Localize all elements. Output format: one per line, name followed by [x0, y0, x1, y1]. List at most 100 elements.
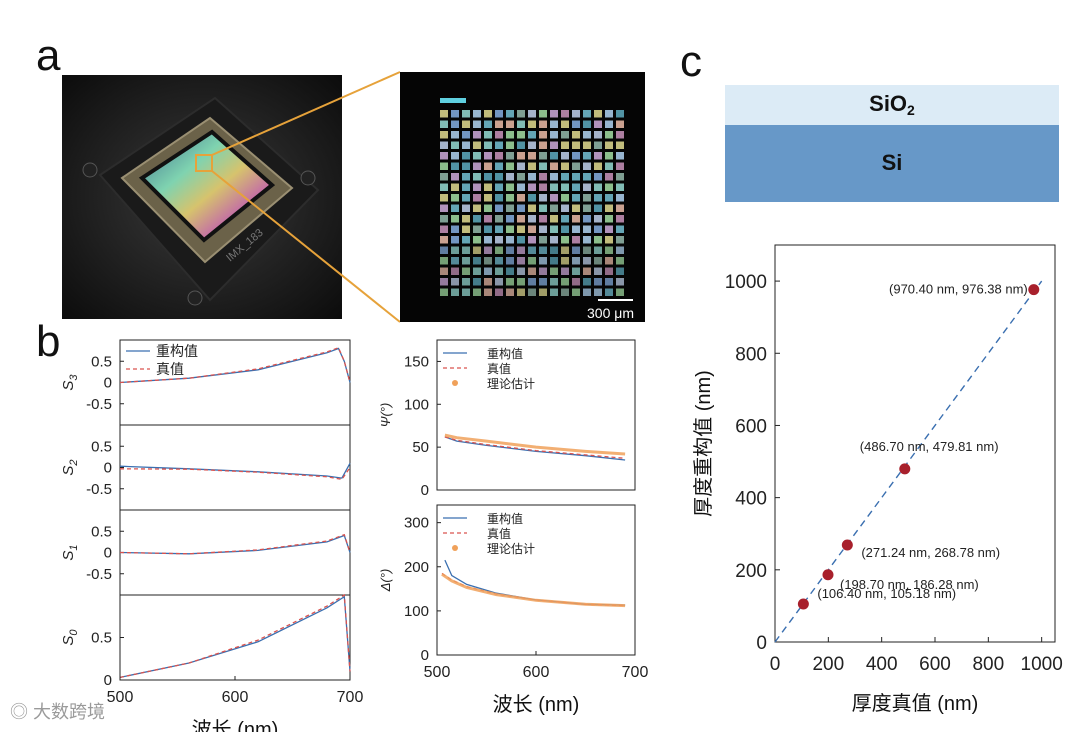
legend-label: 理论估计	[487, 377, 535, 391]
filter-tile	[550, 225, 558, 233]
y-axis-label: 厚度重构值 (nm)	[692, 370, 715, 517]
filter-tile	[506, 194, 514, 202]
filter-tile	[506, 162, 514, 170]
y-tick-label: 0.5	[91, 438, 112, 455]
filter-tile	[528, 110, 536, 118]
filter-tile	[528, 141, 536, 149]
filter-tile	[506, 278, 514, 286]
y-tick-label: -0.5	[86, 481, 112, 498]
screw-hole	[300, 170, 316, 186]
filter-tile	[605, 257, 613, 265]
filter-tile	[517, 141, 525, 149]
subplot-frame	[436, 339, 636, 491]
y-axis-label: S3	[60, 374, 80, 391]
filter-tile	[495, 183, 503, 191]
filter-mosaic	[440, 110, 624, 296]
filter-tile	[506, 257, 514, 265]
x-tick-label: 800	[972, 654, 1004, 675]
legend-label: 重构值	[487, 346, 523, 361]
legend-label: 真值	[156, 361, 184, 377]
y-tick-label: 1000	[725, 272, 767, 293]
filter-tile	[550, 257, 558, 265]
filter-tile	[517, 131, 525, 139]
x-axis-label: 厚度真值 (nm)	[852, 692, 979, 715]
y-tick-label: 400	[735, 489, 767, 510]
filter-tile	[506, 225, 514, 233]
filter-tile	[583, 141, 591, 149]
filter-tile	[473, 194, 481, 202]
filter-tile	[451, 257, 459, 265]
filter-tile	[517, 110, 525, 118]
filter-tile	[451, 267, 459, 275]
filter-tile	[462, 204, 470, 212]
filter-tile	[616, 246, 624, 254]
legend-swatch	[452, 380, 458, 386]
filter-tile	[561, 162, 569, 170]
filter-tile	[506, 120, 514, 128]
y-tick-label: 0.5	[91, 353, 112, 370]
filter-tile	[484, 215, 492, 223]
filter-tile	[583, 204, 591, 212]
filter-tile	[462, 225, 470, 233]
filter-tile	[495, 246, 503, 254]
si-layer	[725, 125, 1059, 202]
filter-tile	[572, 225, 580, 233]
filter-tile	[473, 131, 481, 139]
y-tick-label: 0	[421, 647, 429, 664]
filter-tile	[550, 215, 558, 223]
filter-tile	[440, 183, 448, 191]
filter-tile	[572, 141, 580, 149]
filter-tile	[506, 173, 514, 181]
filter-tile	[495, 194, 503, 202]
filter-tile	[539, 120, 547, 128]
filter-tile	[583, 194, 591, 202]
filter-tile	[594, 131, 602, 139]
filter-tile	[594, 288, 602, 296]
filter-tile	[605, 131, 613, 139]
sensor-die	[138, 129, 276, 243]
series-line	[119, 346, 351, 384]
filter-tile	[440, 267, 448, 275]
filter-tile	[473, 288, 481, 296]
point-label: (970.40 nm, 976.38 nm)	[889, 282, 1028, 297]
filter-tile	[561, 267, 569, 275]
filter-tile	[495, 278, 503, 286]
filter-tile	[583, 110, 591, 118]
filter-tile	[550, 246, 558, 254]
y-tick-label: 0	[421, 482, 429, 499]
filter-tile	[517, 152, 525, 160]
filter-tile	[506, 246, 514, 254]
filter-tile	[484, 267, 492, 275]
filter-tile	[462, 288, 470, 296]
filter-tile	[616, 120, 624, 128]
filter-tile	[517, 246, 525, 254]
filter-tile	[594, 194, 602, 202]
filter-tile	[561, 204, 569, 212]
series-line	[444, 433, 626, 456]
filter-tile	[506, 183, 514, 191]
x-tick-label: 600	[523, 664, 550, 681]
x-tick-label: 500	[424, 664, 451, 681]
filter-tile	[462, 110, 470, 118]
filter-tile	[539, 173, 547, 181]
series-line	[119, 595, 351, 679]
filter-tile	[583, 215, 591, 223]
filter-tile	[616, 183, 624, 191]
filter-tile	[495, 131, 503, 139]
filter-tile	[528, 215, 536, 223]
filter-tile	[583, 162, 591, 170]
filter-tile	[583, 131, 591, 139]
filter-tile	[473, 267, 481, 275]
filter-tile	[473, 173, 481, 181]
filter-tile	[572, 267, 580, 275]
filter-tile	[440, 110, 448, 118]
y-tick-label: 0.5	[91, 523, 112, 540]
panel-c-thickness-chart: 0 200 400 600 800 1000 0 200 400 600 800 1000 (106.4…	[692, 244, 1063, 715]
x-tick-label: 400	[866, 654, 898, 675]
watermark: ◎ 大数跨境	[10, 698, 105, 724]
filter-tile	[451, 215, 459, 223]
filter-tile	[440, 120, 448, 128]
y-tick-label: 50	[412, 439, 429, 456]
panel-label-b: b	[36, 317, 61, 366]
legend-label: 真值	[487, 526, 511, 541]
